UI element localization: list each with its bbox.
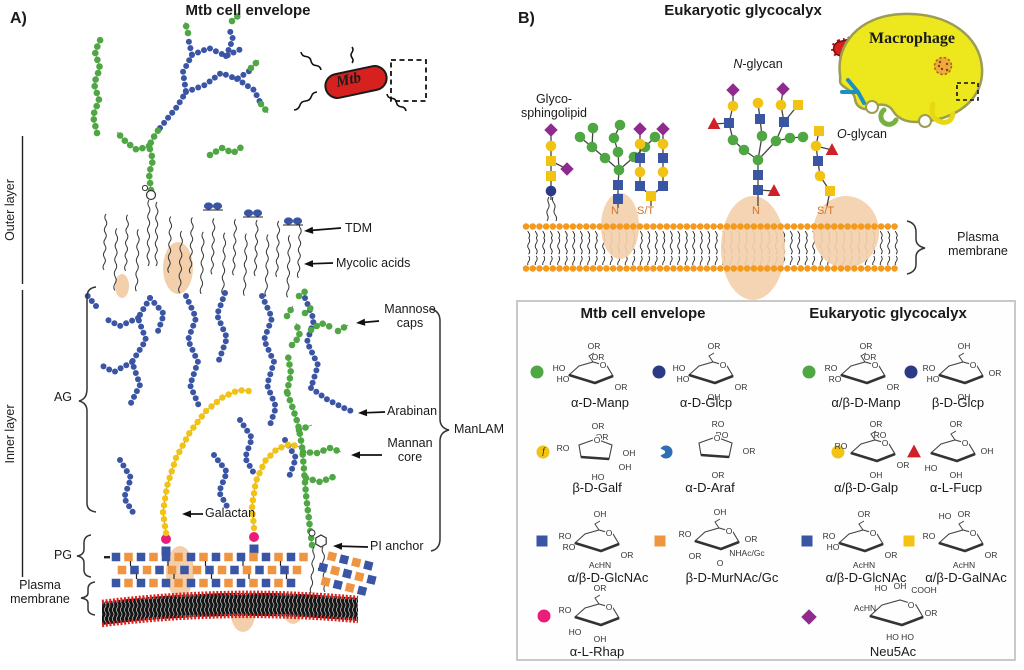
panel-a-tag: A) [10, 10, 27, 27]
legend-label-mtb-rhap: α-L-Rhap [569, 644, 625, 659]
legend-label-euk-galnac: α/β-D-GalNAc [925, 570, 1007, 585]
outer-layer-label: Outer layer [3, 179, 17, 241]
legend-label-mtb-galf: β-D-Galf [572, 480, 622, 495]
galactan-label: Galactan [205, 506, 256, 520]
panel-b-title: Eukaryotic glycocalyx [664, 2, 822, 19]
legend-label-euk-glcp: β-D-Glcp [931, 395, 985, 410]
mannose-caps-label: Mannose caps [384, 302, 436, 330]
legend-label-euk-fucp: α-L-Fucp [929, 480, 983, 495]
legend-label-mtb-glcp: α-D-Glcp [679, 395, 733, 410]
legend-label-mtb-murnac: β-D-MurNAc/Gc [685, 570, 779, 585]
legend-label-mtb-araf: α-D-Araf [685, 480, 735, 495]
legend-label-euk-galp: α/β-D-Galp [833, 480, 899, 495]
mycolic-acids-label: Mycolic acids [336, 256, 411, 270]
site-n1-label: N [611, 205, 619, 217]
plasma-membrane-a-label: Plasma membrane [10, 578, 70, 606]
o-glycan-label: O-glycan [824, 127, 900, 141]
ag-label: AG [53, 390, 72, 404]
o-glycan-prefix: O [836, 127, 847, 141]
site-st2-label: S/T [817, 205, 835, 217]
legend-label-mtb-glcnac: α/β-D-GlcNAc [567, 570, 649, 585]
n-glycan-label: N-glycan [722, 57, 794, 71]
arabinan-label: Arabinan [387, 404, 438, 418]
legend-label-mtb-manp: α-D-Manp [570, 395, 630, 410]
legend-label-euk-neu5ac: Neu5Ac [869, 644, 917, 659]
panel-b-tag: B) [518, 10, 535, 27]
inner-layer-label: Inner layer [3, 404, 17, 464]
legend-label-euk-manp: α/β-D-Manp [831, 395, 901, 410]
mtb-bacterium-label: Mtb [334, 69, 363, 91]
plasma-membrane-b-label: Plasma membrane [948, 230, 1008, 258]
legend-header-euk: Eukaryotic glycocalyx [809, 305, 967, 322]
mannan-core-label: Mannan core [387, 436, 433, 464]
tdm-label: TDM [345, 221, 373, 235]
n-glycan-prefix: N [733, 57, 743, 71]
macrophage-label: Macrophage [869, 30, 955, 47]
pi-anchor-label: PI anchor [370, 539, 424, 553]
o-glycan-suffix: -glycan [846, 127, 888, 141]
legend-header-mtb: Mtb cell envelope [580, 305, 706, 322]
glycosphingolipid-label: Glyco-sphingolipid [520, 92, 588, 120]
pg-label: PG [53, 548, 72, 562]
panel-a-title: Mtb cell envelope [185, 2, 311, 19]
n-glycan-suffix: -glycan [742, 57, 783, 71]
site-n2-label: N [752, 205, 760, 217]
site-st1-label: S/T [637, 205, 655, 217]
legend-label-euk-glcnac: α/β-D-GlcNAc [825, 570, 907, 585]
pg-layer [104, 551, 377, 596]
manlam-label: ManLAM [454, 422, 505, 436]
